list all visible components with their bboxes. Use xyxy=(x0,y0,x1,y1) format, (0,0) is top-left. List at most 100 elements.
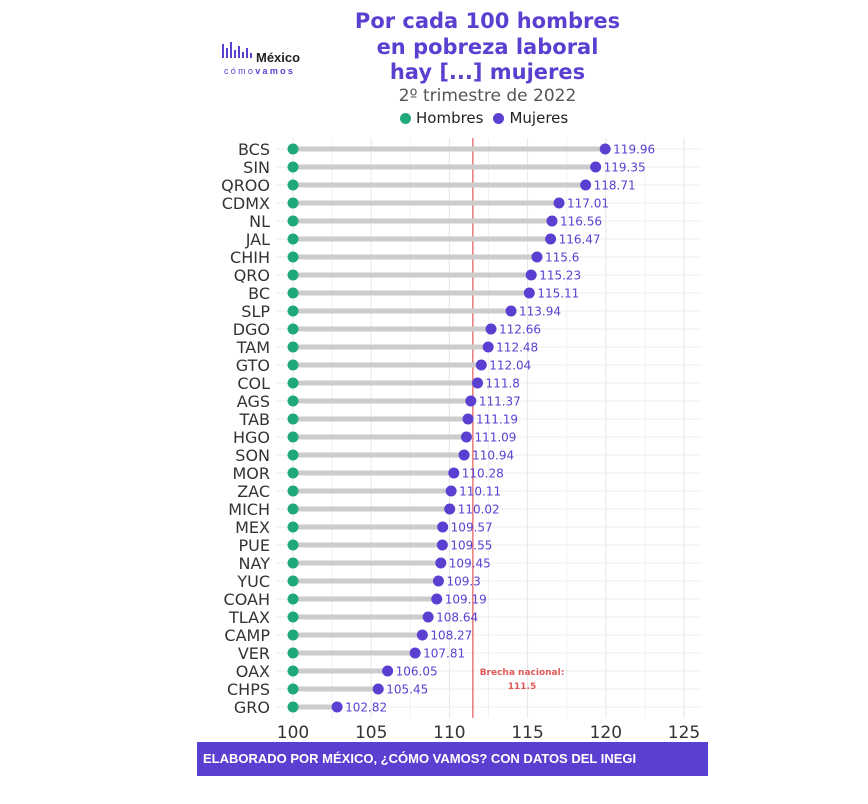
data-label: 109.55 xyxy=(450,539,492,553)
data-label: 108.27 xyxy=(430,629,472,643)
point-mujeres xyxy=(422,611,434,623)
point-mujeres xyxy=(431,593,443,605)
point-mujeres xyxy=(432,575,444,587)
reference-label-line-1: Brecha nacional: xyxy=(480,668,565,678)
category-label: TAB xyxy=(239,410,270,429)
point-hombres xyxy=(287,539,299,551)
category-label: VER xyxy=(238,644,270,663)
point-hombres xyxy=(287,377,299,389)
point-hombres xyxy=(287,395,299,407)
category-label: CAMP xyxy=(224,626,270,645)
point-hombres xyxy=(287,215,299,227)
x-tick-label: 105 xyxy=(355,723,387,743)
data-label: 115.11 xyxy=(537,287,579,301)
category-label: MICH xyxy=(228,500,270,519)
data-label: 111.8 xyxy=(486,377,520,391)
point-hombres xyxy=(287,467,299,479)
category-label: HGO xyxy=(233,428,270,447)
point-mujeres xyxy=(462,413,474,425)
point-mujeres xyxy=(458,449,470,461)
category-label: JAL xyxy=(245,230,270,249)
data-label: 109.19 xyxy=(445,593,487,607)
category-label: AGS xyxy=(237,392,270,411)
point-hombres xyxy=(287,593,299,605)
category-label: MOR xyxy=(232,464,270,483)
data-label: 110.28 xyxy=(462,467,504,481)
point-hombres xyxy=(287,161,299,173)
point-mujeres xyxy=(482,341,494,353)
point-mujeres xyxy=(436,539,448,551)
point-hombres xyxy=(287,197,299,209)
point-hombres xyxy=(287,485,299,497)
x-tick-label: 115 xyxy=(511,723,543,743)
point-hombres xyxy=(287,269,299,281)
chart-legend: Hombres Mujeres xyxy=(400,109,572,127)
point-mujeres xyxy=(416,629,428,641)
data-label: 109.45 xyxy=(449,557,491,571)
point-hombres xyxy=(287,323,299,335)
reference-label-line-2: 111.5 xyxy=(508,682,536,692)
point-hombres xyxy=(287,431,299,443)
category-label: TAM xyxy=(236,338,270,357)
category-label: PUE xyxy=(239,536,270,555)
data-label: 107.81 xyxy=(423,647,465,661)
point-hombres xyxy=(287,251,299,263)
point-mujeres xyxy=(580,179,592,191)
data-label: 102.82 xyxy=(345,701,387,715)
legend-item-mujeres: Mujeres xyxy=(493,109,568,127)
category-label: CHIH xyxy=(230,248,270,267)
data-label: 110.94 xyxy=(472,449,514,463)
point-mujeres xyxy=(460,431,472,443)
point-hombres xyxy=(287,179,299,191)
category-label: BCS xyxy=(238,140,270,159)
category-label: SIN xyxy=(243,158,270,177)
data-label: 117.01 xyxy=(567,197,609,211)
data-label: 116.56 xyxy=(560,215,602,229)
point-mujeres xyxy=(437,521,449,533)
point-mujeres xyxy=(546,215,558,227)
x-tick-label: 110 xyxy=(433,723,465,743)
point-hombres xyxy=(287,683,299,695)
point-hombres xyxy=(287,575,299,587)
data-label: 119.96 xyxy=(613,143,655,157)
logo-bars-icon xyxy=(222,40,258,58)
logo-name: México xyxy=(256,50,301,65)
data-label: 118.71 xyxy=(594,179,636,193)
point-mujeres xyxy=(465,395,477,407)
point-mujeres xyxy=(472,377,484,389)
data-label: 108.64 xyxy=(436,611,478,625)
data-label: 119.35 xyxy=(604,161,646,175)
legend-label-hombres: Hombres xyxy=(416,109,484,127)
data-label: 113.94 xyxy=(519,305,561,319)
data-label: 112.48 xyxy=(496,341,538,355)
x-tick-label: 100 xyxy=(277,723,309,743)
legend-item-hombres: Hombres xyxy=(400,109,483,127)
point-mujeres xyxy=(372,683,384,695)
category-label: SLP xyxy=(241,302,270,321)
point-hombres xyxy=(287,233,299,245)
legend-label-mujeres: Mujeres xyxy=(509,109,569,127)
category-label: GRO xyxy=(234,698,270,717)
category-label: SON xyxy=(235,446,270,465)
point-mujeres xyxy=(448,467,460,479)
data-label: 112.04 xyxy=(489,359,531,373)
data-label: 115.23 xyxy=(539,269,581,283)
category-label: NAY xyxy=(239,554,271,573)
x-tick-label: 125 xyxy=(668,723,700,743)
mexico-como-vamos-logo: México cómovamos xyxy=(222,38,322,78)
data-label: 111.19 xyxy=(476,413,518,427)
category-label: GTO xyxy=(236,356,270,375)
point-hombres xyxy=(287,449,299,461)
point-hombres xyxy=(287,701,299,713)
point-mujeres xyxy=(590,161,602,173)
category-label: QROO xyxy=(221,176,270,195)
point-mujeres xyxy=(523,287,535,299)
category-label: TLAX xyxy=(228,608,270,627)
point-mujeres xyxy=(331,701,343,713)
category-label: OAX xyxy=(236,662,270,681)
chart-title-line-1: Por cada 100 hombres xyxy=(354,9,621,33)
point-mujeres xyxy=(531,251,543,263)
category-label: DGO xyxy=(233,320,270,339)
x-tick-label: 120 xyxy=(590,723,622,743)
